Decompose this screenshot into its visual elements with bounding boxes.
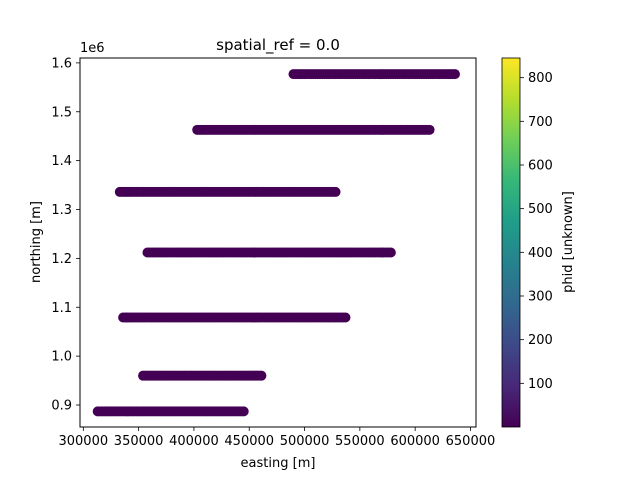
y-tick-label: 1.4 <box>51 154 72 169</box>
x-tick-label: 650000 <box>446 434 496 449</box>
colorbar-tick-label: 500 <box>528 202 553 217</box>
colorbar-ticks: 100 200 300 400 500 600 700 800 <box>520 71 553 392</box>
data-point <box>449 69 460 80</box>
y-axis-ticks: 0.9 1.0 1.1 1.2 1.3 1.4 1.5 1.6 <box>51 56 80 414</box>
colorbar-tick-label: 800 <box>528 71 553 86</box>
x-tick-label: 600000 <box>390 434 440 449</box>
y-tick-label: 1.6 <box>51 56 72 71</box>
colorbar-tick-label: 600 <box>528 158 553 173</box>
y-axis-label: northing [m] <box>29 201 44 283</box>
y-tick-label: 0.9 <box>51 399 72 414</box>
y-offset-label: 1e6 <box>80 41 105 56</box>
colorbar-tick-label: 200 <box>528 333 553 348</box>
colorbar-tick-label: 400 <box>528 246 553 261</box>
y-tick-label: 1.1 <box>51 301 72 316</box>
data-point <box>385 247 396 258</box>
x-axis-ticks: 300000 350000 400000 450000 500000 550000 6000… <box>58 427 495 449</box>
colorbar-label: phid [unknown] <box>561 191 576 293</box>
y-tick-label: 1.0 <box>51 350 72 365</box>
data-point <box>238 406 249 417</box>
colorbar-tick-label: 300 <box>528 289 553 304</box>
data-points <box>92 69 460 417</box>
colorbar-tick-label: 100 <box>528 377 553 392</box>
y-tick-label: 1.2 <box>51 252 72 267</box>
y-tick-label: 1.5 <box>51 105 72 120</box>
x-tick-label: 550000 <box>335 434 385 449</box>
data-point <box>424 124 435 135</box>
x-tick-label: 350000 <box>114 434 164 449</box>
x-tick-label: 300000 <box>58 434 108 449</box>
x-tick-label: 400000 <box>169 434 219 449</box>
chart-title: spatial_ref = 0.0 <box>216 36 340 55</box>
data-point <box>340 312 351 323</box>
colorbar-tick-label: 700 <box>528 115 553 130</box>
x-tick-label: 450000 <box>224 434 274 449</box>
y-tick-label: 1.3 <box>51 203 72 218</box>
x-axis-label: easting [m] <box>241 456 316 471</box>
plot-frame <box>79 57 477 428</box>
x-tick-label: 500000 <box>280 434 330 449</box>
data-point <box>256 370 267 381</box>
data-point <box>330 186 341 197</box>
colorbar <box>501 57 521 428</box>
